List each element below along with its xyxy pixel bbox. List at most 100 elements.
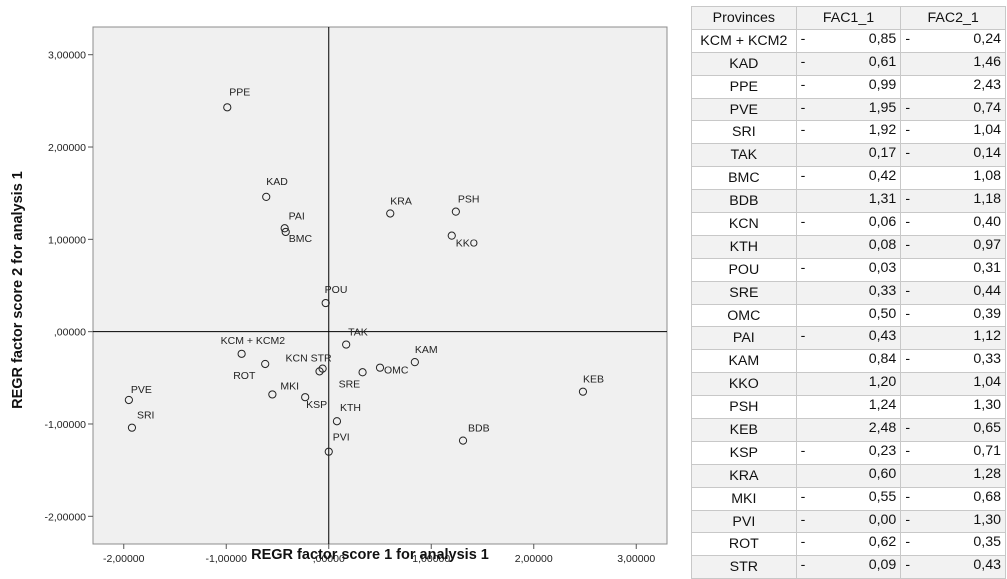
y-tick-label: -2,00000 [45,511,87,523]
fac1-cell: - 0,55 [795,486,902,511]
score-value: 0,23 [868,442,897,459]
fac1-cell: 1,20 [795,372,902,397]
fac1-cell: - 0,62 [795,532,902,557]
sign-marker: - [905,351,911,368]
sign-marker: - [800,511,806,528]
fac2-cell: 1,46 [900,51,1006,76]
score-value: 0,31 [973,259,1001,276]
sign-marker: - [905,236,911,253]
score-value: 1,31 [868,191,897,208]
province-cell: KCN [691,212,797,236]
score-value: 0,39 [973,305,1001,322]
score-value: 0,08 [868,236,897,253]
fac1-cell: 0,08 [795,234,902,259]
header-fac1: FAC1_1 [795,6,902,30]
fac2-cell: - 0,74 [900,97,1006,122]
province-cell: OMC [691,303,797,328]
score-value: 0,62 [868,534,897,551]
fac2-cell: - 1,18 [900,189,1006,214]
y-tick-label: 1,00000 [48,234,86,246]
table-row: KTH 0,08- 0,97 [691,234,1006,259]
sign-marker: - [800,214,806,231]
fac1-cell: - 0,99 [795,74,902,99]
score-value: 1,95 [868,99,897,116]
fac1-cell: 0,33 [795,280,902,305]
y-tick-label: -1,00000 [45,419,87,431]
table-row: KAD - 0,61 1,46 [691,51,1006,76]
score-value: 0,44 [973,282,1001,299]
score-value: 0,42 [868,168,897,185]
data-point [410,358,419,367]
sign-marker: - [800,30,806,47]
fac2-cell: - 0,44 [900,280,1006,305]
point-label: POU [325,284,348,296]
sign-marker: - [800,53,806,70]
header-provinces: Provinces [691,6,797,30]
score-value: 0,35 [973,534,1001,551]
point-label: SRE [339,378,361,390]
score-value: 0,74 [973,99,1001,116]
score-value: 0,68 [973,488,1001,505]
score-value: 1,28 [973,465,1001,482]
fac1-cell: - 0,23 [795,440,902,465]
score-value: 0,60 [868,465,897,482]
point-label: KCM + KCM2 [221,335,286,347]
score-value: 2,48 [868,420,897,437]
table-row: KCN -0,06-0,40 [691,212,1006,236]
score-value: 0,33 [868,282,897,299]
scatter-plot: -2,00000 -1,00000 ,00000 1,00000 2,00000 3,00… [10,26,668,565]
fac1-cell: - 0,43 [795,326,902,351]
sign-marker: - [905,122,911,139]
score-value: 0,33 [973,351,1001,368]
fac1-cell: 0,17 [795,143,902,168]
fac1-cell: - 0,61 [795,51,902,76]
data-point [342,340,351,349]
sign-marker: - [905,305,911,322]
table-row: PPE - 0,99 2,43 [691,74,1006,99]
fac2-cell: 1,08 [900,166,1006,191]
sign-marker: - [905,191,911,208]
fac1-cell: - 1,95 [795,97,902,122]
score-value: 1,92 [868,122,897,139]
sign-marker: - [800,122,806,139]
province-cell: MKI [691,486,797,511]
data-point [223,103,232,112]
score-value: 1,30 [973,397,1001,414]
fac2-cell: - 0,40 [900,212,1006,236]
fac1-cell: - 0,00 [795,509,902,534]
point-label: KCN STR [286,352,333,364]
point-label: BDB [468,423,490,435]
factor-score-table: Provinces FAC1_1 FAC2_1 KCM + KCM2-0,85-… [691,6,1006,579]
data-point [281,227,290,237]
score-value: 0,24 [973,30,1001,47]
fac2-cell: 1,12 [900,326,1006,351]
fac1-cell: 0,84 [795,349,902,374]
fac1-cell: - 1,92 [795,120,902,145]
table-row: KKO 1,20 1,04 [691,372,1006,397]
score-value: 2,43 [973,76,1001,93]
sign-marker: - [800,534,806,551]
point-label: KAD [266,176,288,188]
table-row: KAM 0,84- 0,33 [691,349,1006,374]
point-label: OMC [384,365,409,377]
province-cell: PSH [691,395,797,420]
data-point [301,393,310,402]
data-point [578,387,588,396]
sign-marker: - [800,259,806,276]
province-cell: SRE [691,280,797,305]
point-label: KEB [583,374,604,386]
point-label: PVI [333,432,350,444]
sign-marker: - [905,511,911,528]
table-row: POU - 0,03 0,31 [691,257,1006,282]
fac2-cell: - 1,30 [900,509,1006,534]
score-value: 0,03 [868,259,897,276]
score-value: 1,46 [973,53,1001,70]
score-value: 1,18 [973,191,1001,208]
score-value: 0,71 [973,442,1001,459]
province-cell: KRA [691,463,797,488]
table-row: TAK 0,17- 0,14 [691,143,1006,168]
province-cell: SRI [691,120,797,145]
fac2-cell: - 1,04 [900,120,1006,145]
score-value: 0,97 [973,236,1001,253]
score-value: 0,43 [973,557,1001,574]
